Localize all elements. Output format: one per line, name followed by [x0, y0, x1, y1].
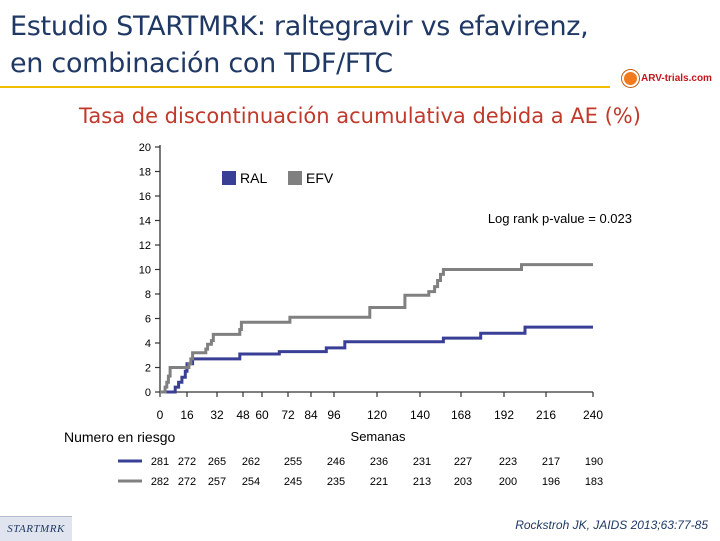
- y-tick-label: 12: [139, 240, 151, 252]
- series-line-ral: [160, 325, 593, 394]
- risk-cell-efv: 213: [413, 476, 431, 488]
- y-tick-label: 0: [145, 387, 151, 399]
- risk-cell-efv: 254: [242, 476, 260, 488]
- risk-cell-ral: 281: [151, 456, 169, 468]
- y-tick-label: 2: [145, 363, 151, 375]
- y-tick-label: 16: [139, 191, 151, 203]
- y-tick-label: 20: [139, 142, 151, 154]
- risk-cell-ral: 272: [178, 456, 196, 468]
- risk-cell-efv: 183: [585, 476, 603, 488]
- x-tick-label: 140: [410, 408, 430, 422]
- x-tick-label: 16: [180, 408, 194, 422]
- x-tick-label: 48: [236, 408, 250, 422]
- y-tick-label: 14: [139, 216, 151, 228]
- x-tick-label: 120: [367, 408, 387, 422]
- citation: Rockstroh JK, JAIDS 2013;63:77-85: [515, 518, 708, 532]
- risk-cell-efv: 257: [208, 476, 226, 488]
- y-tick-label: 18: [139, 167, 151, 179]
- arv-trials-logo: ARV-trials.com: [622, 70, 712, 87]
- x-tick-label: 240: [583, 408, 603, 422]
- p-value-annotation: Log rank p-value = 0.023: [488, 211, 632, 226]
- y-tick-label: 4: [145, 338, 151, 350]
- legend-label-efv: EFV: [306, 170, 334, 186]
- study-badge: STARTMRK: [0, 516, 72, 541]
- x-tick-label: 72: [281, 408, 295, 422]
- risk-cell-ral: 227: [454, 456, 472, 468]
- x-tick-label: 0: [157, 408, 164, 422]
- legend-swatch-ral: [222, 171, 236, 185]
- risk-cell-efv: 235: [327, 476, 345, 488]
- risk-cell-ral: 265: [208, 456, 226, 468]
- x-tick-label: 168: [451, 408, 471, 422]
- x-tick-label: 192: [494, 408, 514, 422]
- risk-table-title: Numero en riesgo: [64, 429, 175, 445]
- risk-cell-efv: 203: [454, 476, 472, 488]
- risk-cell-ral: 231: [413, 456, 431, 468]
- risk-cell-efv: 282: [151, 476, 169, 488]
- series-line-efv: [160, 263, 593, 394]
- risk-cell-efv: 221: [370, 476, 388, 488]
- risk-cell-ral: 255: [284, 456, 302, 468]
- x-tick-label: 32: [210, 408, 224, 422]
- risk-cell-ral: 246: [327, 456, 345, 468]
- page-title: Estudio STARTMRK: raltegravir vs efavire…: [10, 8, 589, 82]
- logo-icon: [622, 70, 639, 87]
- risk-cell-efv: 272: [178, 476, 196, 488]
- legend-label-ral: RAL: [240, 170, 267, 186]
- risk-cell-efv: 200: [499, 476, 517, 488]
- legend-swatch-efv: [288, 171, 302, 185]
- title-underline: [0, 86, 610, 88]
- y-tick-label: 8: [145, 289, 151, 301]
- x-tick-label: 84: [304, 408, 318, 422]
- risk-cell-ral: 190: [585, 456, 603, 468]
- logo-text: ARV-trials.com: [641, 73, 712, 84]
- risk-cell-efv: 245: [284, 476, 302, 488]
- title-line-1: Estudio STARTMRK: raltegravir vs efavire…: [10, 11, 589, 42]
- y-tick-label: 10: [139, 265, 151, 277]
- x-axis-label: Semanas: [351, 429, 406, 444]
- chart-title: Tasa de discontinuación acumulativa debi…: [79, 104, 641, 128]
- x-tick-label: 96: [327, 408, 341, 422]
- x-tick-label: 60: [255, 408, 269, 422]
- risk-cell-ral: 236: [370, 456, 388, 468]
- risk-cell-ral: 262: [242, 456, 260, 468]
- y-tick-label: 6: [145, 314, 151, 326]
- risk-cell-ral: 217: [542, 456, 560, 468]
- x-tick-label: 216: [536, 408, 556, 422]
- risk-cell-ral: 223: [499, 456, 517, 468]
- risk-cell-efv: 196: [542, 476, 560, 488]
- title-line-2: en combinación con TDF/FTC: [10, 48, 393, 79]
